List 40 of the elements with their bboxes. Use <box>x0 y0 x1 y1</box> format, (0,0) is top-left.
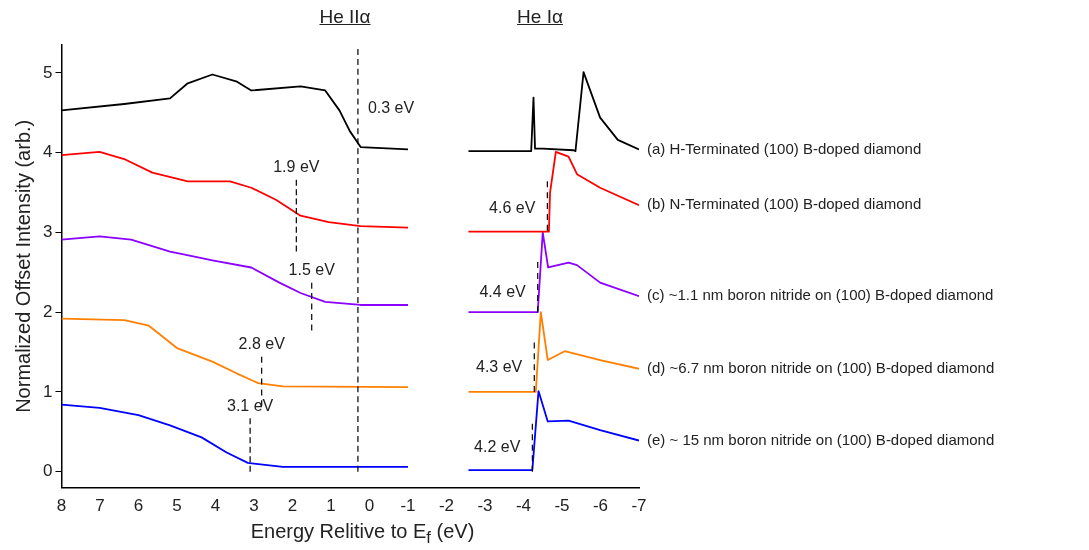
x-tick-label: -5 <box>554 496 570 516</box>
y-axis-title: Normalized Offset Intensity (arb.) <box>11 119 34 413</box>
series-label: (c) ~1.1 nm boron nitride on (100) B-doped diamond <box>647 286 994 304</box>
x-tick-label: -1 <box>400 496 416 516</box>
y-tick-label: 1 <box>42 381 53 401</box>
annotation: 2.8 eV <box>238 335 286 353</box>
y-tick-label: 0 <box>42 461 53 481</box>
x-tick-label: 4 <box>210 496 221 516</box>
annotation: 3.1 eV <box>226 396 274 414</box>
x-tick-label: 3 <box>249 496 259 516</box>
series-label: (d) ~6.7 nm boron nitride on (100) B-doped diamond <box>647 358 995 376</box>
x-tick-label: -6 <box>592 496 609 516</box>
y-tick-label: 4 <box>42 142 53 162</box>
x-tick-label: 0 <box>364 496 375 516</box>
x-tick-label: -7 <box>631 496 647 516</box>
x-tick-label: 5 <box>172 496 182 516</box>
x-tick-label: 2 <box>287 496 298 516</box>
series-label: (e) ~ 15 nm boron nitride on (100) B-doped diamond <box>647 430 995 448</box>
annotation: 4.6 eV <box>489 198 536 216</box>
x-tick-label: -3 <box>477 496 493 516</box>
annotation: 1.5 eV <box>288 261 336 279</box>
series-label: (b) N-Terminated (100) B-doped diamond <box>647 195 922 213</box>
annotation: 4.4 eV <box>479 282 527 300</box>
annotation: 0.3 eV <box>367 99 415 117</box>
text: He Iα <box>517 6 563 28</box>
y-tick-label: 2 <box>42 301 53 321</box>
series-label: (a) H-Terminated (100) B-doped diamond <box>647 139 922 157</box>
x-tick-label: 7 <box>95 496 105 516</box>
annotation: 4.3 eV <box>476 358 523 376</box>
annotation: 1.9 eV <box>273 158 320 176</box>
text: He IIα <box>319 6 371 28</box>
y-tick-label: 5 <box>42 62 53 82</box>
x-tick-label: 8 <box>56 496 67 516</box>
y-tick-label: 3 <box>42 222 53 242</box>
x-tick-label: -4 <box>515 496 532 516</box>
x-tick-label: 1 <box>326 496 336 516</box>
x-axis-title: Energy Relitive to E$_{f}$ (eV) <box>249 520 476 548</box>
x-tick-label: 6 <box>133 496 144 516</box>
annotation: 4.2 eV <box>474 438 521 456</box>
x-tick-label: -2 <box>438 496 455 516</box>
